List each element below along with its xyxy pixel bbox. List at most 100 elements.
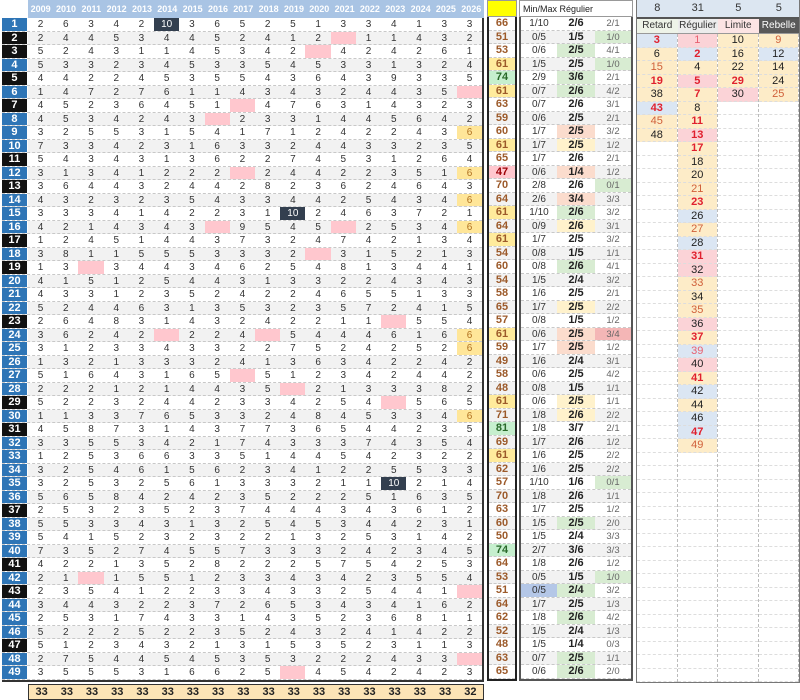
grid-cell[interactable]: 2 xyxy=(62,383,69,395)
grid-cell[interactable]: 5 xyxy=(340,397,347,408)
grid-cell[interactable]: 3 xyxy=(214,532,220,543)
row-number[interactable]: 7 xyxy=(2,99,28,112)
grid-cell[interactable]: 5 xyxy=(62,613,69,624)
grid-cell[interactable]: 4 xyxy=(264,316,271,327)
row-number[interactable]: 14 xyxy=(2,193,28,206)
row-number[interactable]: 40 xyxy=(2,544,28,557)
grid-cell[interactable]: 3 xyxy=(138,127,145,138)
grid-cell[interactable]: 1 xyxy=(466,262,473,273)
grid-cell[interactable]: 3 xyxy=(62,545,69,557)
grid-cell[interactable]: 5 xyxy=(189,410,195,422)
grid-cell[interactable]: 2 xyxy=(163,626,170,638)
grid-cell[interactable]: 4 xyxy=(189,32,195,44)
grid-cell[interactable]: 4 xyxy=(391,46,397,57)
grid-cell[interactable]: 3 xyxy=(163,302,170,314)
row-number[interactable]: 35 xyxy=(2,477,28,490)
grid-cell[interactable]: 3 xyxy=(264,397,271,408)
row-number[interactable]: 29 xyxy=(2,396,28,409)
row-number[interactable]: 13 xyxy=(2,180,28,193)
grid-cell[interactable]: 1 xyxy=(163,316,170,327)
row-number[interactable]: 27 xyxy=(2,369,28,382)
grid-cell[interactable]: 2 xyxy=(416,154,422,165)
grid-cell[interactable]: 1 xyxy=(239,127,246,138)
grid-cell[interactable] xyxy=(204,112,230,125)
grid-cell[interactable]: 5 xyxy=(37,518,44,530)
grid-cell[interactable]: 3 xyxy=(315,86,321,98)
grid-cell[interactable]: 1 xyxy=(37,262,44,273)
grid-cell[interactable]: 1 xyxy=(264,640,271,651)
grid-cell[interactable]: 1 xyxy=(391,32,397,44)
grid-cell[interactable]: 3 xyxy=(340,100,347,111)
grid-cell[interactable]: 3 xyxy=(113,46,119,57)
grid-cell[interactable]: 6 xyxy=(391,329,397,341)
grid-cell[interactable]: 2 xyxy=(88,343,94,354)
row-number[interactable]: 28 xyxy=(2,382,28,395)
grid-cell[interactable]: 3 xyxy=(37,181,44,192)
grid-cell[interactable]: 3 xyxy=(88,208,94,219)
grid-cell[interactable]: 8 xyxy=(113,491,119,503)
grid-cell[interactable]: 3 xyxy=(189,613,195,624)
grid-cell[interactable]: 5 xyxy=(315,221,321,233)
grid-cell[interactable]: 1 xyxy=(290,370,296,381)
grid-cell[interactable]: 4 xyxy=(290,397,296,408)
grid-cell[interactable]: 7 xyxy=(138,410,145,422)
grid-cell[interactable]: 3 xyxy=(239,491,246,503)
grid-cell[interactable]: 4 xyxy=(214,181,220,192)
grid-cell[interactable]: 4 xyxy=(37,113,44,125)
grid-cell[interactable]: 2 xyxy=(239,181,246,192)
grid-cell[interactable]: 2 xyxy=(365,572,372,584)
grid-cell[interactable]: 3 xyxy=(239,194,246,206)
grid-cell[interactable]: 3 xyxy=(189,221,195,233)
grid-cell[interactable]: 1 xyxy=(62,640,69,651)
grid-cell[interactable]: 5 xyxy=(290,262,296,273)
grid-cell[interactable]: 3 xyxy=(214,613,220,624)
grid-cell[interactable]: 1 xyxy=(441,478,448,489)
grid-cell[interactable]: 2 xyxy=(290,316,296,327)
grid-cell[interactable]: 4 xyxy=(416,370,422,381)
grid-cell[interactable]: 4 xyxy=(264,586,271,597)
grid-cell[interactable]: 6 xyxy=(315,73,321,84)
grid-cell[interactable]: 3 xyxy=(163,356,170,368)
grid-cell[interactable]: 1 xyxy=(37,451,44,462)
grid-cell[interactable]: 3 xyxy=(138,505,145,516)
grid-cell[interactable]: 5 xyxy=(37,370,44,381)
grid-cell[interactable]: 3 xyxy=(88,154,94,165)
grid-cell[interactable]: 6 xyxy=(239,262,246,273)
grid-cell[interactable]: 6 xyxy=(62,19,69,30)
grid-cell[interactable]: 1 xyxy=(441,505,448,516)
grid-cell[interactable]: 4 xyxy=(391,86,397,98)
grid-cell[interactable]: 4 xyxy=(441,532,448,543)
category-item[interactable]: 36 xyxy=(677,317,717,331)
category-item[interactable]: 32 xyxy=(677,263,717,277)
grid-cell[interactable]: 4 xyxy=(365,113,372,125)
grid-cell[interactable]: 1 xyxy=(62,275,69,287)
grid-cell[interactable]: 5 xyxy=(264,667,271,678)
grid-cell[interactable]: 2 xyxy=(163,181,170,192)
grid-cell[interactable]: 4 xyxy=(391,19,397,30)
grid-cell[interactable]: 5 xyxy=(315,518,321,530)
grid-cell[interactable]: 3 xyxy=(88,289,94,300)
grid-cell[interactable]: 2 xyxy=(365,181,372,192)
grid-cell[interactable]: 3 xyxy=(37,329,44,341)
grid-cell[interactable]: 2 xyxy=(340,275,347,287)
grid-cell[interactable]: 3 xyxy=(441,235,448,246)
grid-cell[interactable]: 3 xyxy=(163,194,170,206)
row-number[interactable]: 43 xyxy=(2,585,28,598)
grid-cell[interactable]: 2 xyxy=(466,599,473,611)
grid-cell[interactable]: 3 xyxy=(264,572,271,584)
category-item[interactable]: 43 xyxy=(637,101,677,115)
category-item[interactable]: 17 xyxy=(677,142,717,156)
grid-cell[interactable]: 10 xyxy=(280,207,306,220)
grid-cell[interactable]: 1 xyxy=(391,154,397,165)
grid-cell[interactable]: 2 xyxy=(315,491,321,503)
row-number[interactable]: 8 xyxy=(2,112,28,125)
grid-cell[interactable]: 5 xyxy=(441,559,448,570)
grid-cell[interactable]: 4 xyxy=(365,329,372,341)
grid-cell[interactable]: 4 xyxy=(290,451,296,462)
grid-cell[interactable]: 4 xyxy=(466,478,473,489)
grid-cell[interactable]: 2 xyxy=(441,208,448,219)
grid-cell[interactable]: 4 xyxy=(264,46,271,57)
grid-cell[interactable]: 4 xyxy=(391,599,397,611)
grid-cell[interactable]: 4 xyxy=(189,397,195,408)
grid-cell[interactable]: 2 xyxy=(138,599,145,611)
